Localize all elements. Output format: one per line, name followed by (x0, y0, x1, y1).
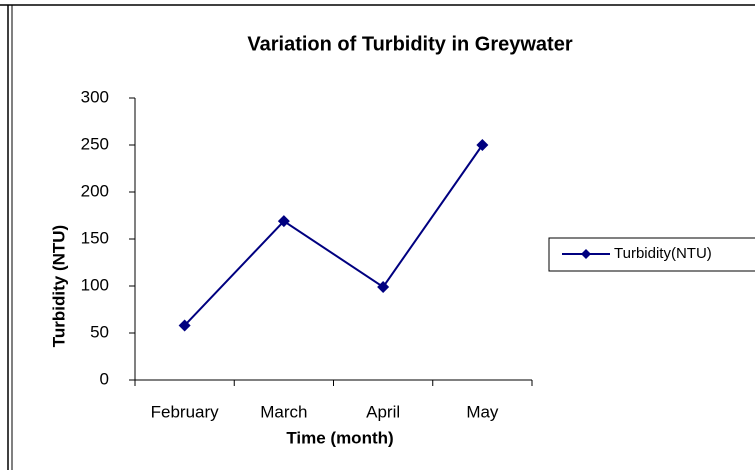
x-tick-label: February (151, 402, 220, 421)
data-point (277, 215, 290, 228)
chart-title: Variation of Turbidity in Greywater (247, 33, 572, 55)
y-tick-label: 300 (81, 87, 109, 106)
y-tick-label: 50 (90, 322, 109, 341)
data-point (476, 139, 489, 151)
y-tick-label: 0 (100, 369, 109, 388)
y-tick-label: 200 (81, 181, 109, 200)
x-tick-label: April (366, 402, 400, 421)
data-point (178, 319, 191, 332)
x-tick-label: May (466, 402, 499, 421)
data-point (377, 280, 390, 293)
legend-marker (581, 249, 591, 259)
legend-label: Turbidity(NTU) (614, 245, 712, 262)
x-tick-label: March (260, 402, 307, 421)
y-axis-title: Turbidity (NTU) (49, 225, 68, 347)
series-line (183, 144, 484, 327)
x-axis-title: Time (month) (286, 428, 393, 447)
y-tick-label: 100 (81, 275, 109, 294)
y-tick-label: 150 (81, 228, 109, 247)
y-tick-label: 250 (81, 134, 109, 153)
